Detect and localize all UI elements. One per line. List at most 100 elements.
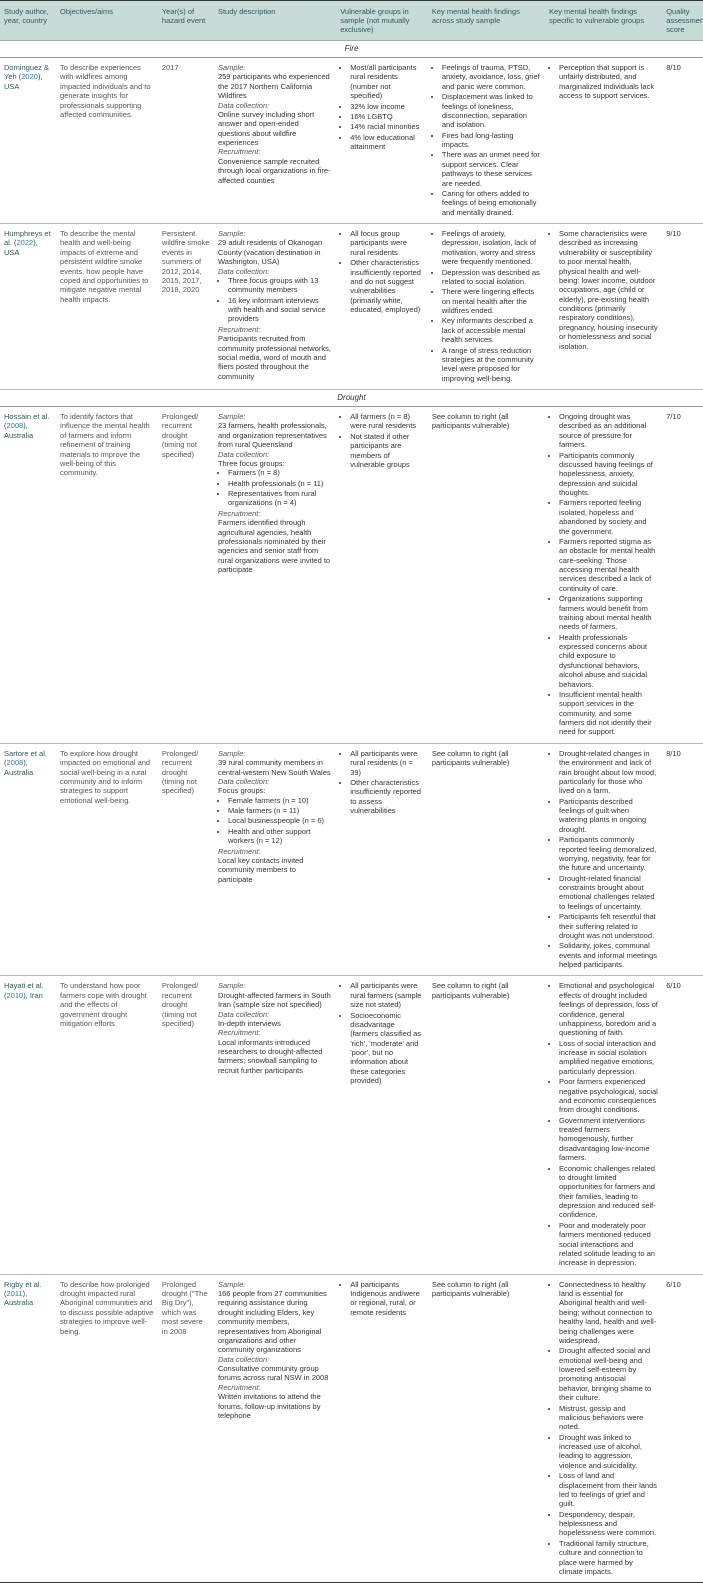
vulnerable-cell: All participants Indigenous and/were or … — [336, 1274, 428, 1583]
list-item: Other characteristics insufficiently rep… — [350, 258, 424, 314]
section-title: Drought — [0, 390, 703, 407]
list-item: 32% low income — [350, 102, 424, 111]
desc-text: 39 rural community members in central-we… — [218, 758, 332, 777]
desc-text: Participants recruited from community pr… — [218, 334, 332, 381]
list-item: Mistrust, gossip and malicious behaviors… — [559, 1404, 658, 1432]
list-item: Farmers (n = 8) — [228, 468, 332, 477]
list-item: Emotional and psychological effects of d… — [559, 981, 658, 1037]
list-item: All focus group participants were rural … — [350, 229, 424, 257]
desc-sublist: Female farmers (n = 10)Male farmers (n =… — [218, 796, 332, 846]
list-item: Drought-related financial constraints br… — [559, 874, 658, 912]
score-cell: 6/10 — [662, 976, 703, 1274]
list-item: Health and other support workers (n = 12… — [228, 827, 332, 846]
desc-label: Sample: — [218, 749, 246, 758]
year-link[interactable]: 2022 — [17, 238, 34, 247]
score-cell: 9/10 — [662, 224, 703, 390]
list-item: All participants were rural residents (n… — [350, 749, 424, 777]
table-header: Study author, year, country Objectives/a… — [0, 1, 703, 41]
findings-vuln-list: Some characteristics were described as i… — [549, 229, 658, 351]
list-item: 16% LGBTQ — [350, 112, 424, 121]
desc-text: Local informants introduced researchers … — [218, 1038, 332, 1076]
see-right-note: See column to right (all participants vu… — [432, 1280, 541, 1299]
year-link[interactable]: 2008 — [7, 758, 24, 767]
list-item: Health professionals expressed concerns … — [559, 633, 658, 689]
objectives-cell: To describe the mental health and well-b… — [56, 224, 158, 390]
list-item: Organizations supporting farmers would b… — [559, 594, 658, 632]
vulnerable-cell: All participants were rural residents (n… — [336, 743, 428, 976]
desc-label: Data collection: — [218, 1355, 269, 1364]
desc-text: Focus groups: — [218, 786, 332, 795]
desc-label: Recruitment: — [218, 147, 261, 156]
desc-text: Three focus groups: — [218, 459, 332, 468]
list-item: Representatives from rural organizations… — [228, 489, 332, 508]
desc-label: Data collection: — [218, 1010, 269, 1019]
section-header-row: Drought — [0, 390, 703, 407]
list-item: Ongoing drought was described as an addi… — [559, 412, 658, 450]
desc-label: Sample: — [218, 412, 246, 421]
list-item: 4% low educational attainment — [350, 133, 424, 152]
list-item: Most/all participants rural residents (n… — [350, 63, 424, 101]
author-cell: Sartore et al. (2008), Australia — [0, 743, 56, 976]
list-item: 16 key informant interviews with health … — [228, 296, 332, 324]
list-item: Some characteristics were described as i… — [559, 229, 658, 351]
vulnerable-list: Most/all participants rural residents (n… — [340, 63, 424, 151]
findings-vuln-cell: Connectedness to healthy land is essenti… — [545, 1274, 662, 1583]
see-right-note: See column to right (all participants vu… — [432, 981, 541, 1000]
objectives-cell: To describe how prolonged drought impact… — [56, 1274, 158, 1583]
description-cell: Sample:166 people from 27 communities re… — [214, 1274, 336, 1583]
list-item: Male farmers (n = 11) — [228, 806, 332, 815]
year-link[interactable]: 2010 — [7, 991, 24, 1000]
desc-text: 166 people from 27 communities requiring… — [218, 1289, 332, 1355]
score-cell: 8/10 — [662, 743, 703, 976]
list-item: Loss of social interaction and increase … — [559, 1039, 658, 1077]
description-cell: Sample:39 rural community members in cen… — [214, 743, 336, 976]
desc-label: Recruitment: — [218, 509, 261, 518]
year-link[interactable]: 2020 — [21, 72, 38, 81]
desc-text: Drought-affected farmers in South Iran (… — [218, 991, 332, 1010]
list-item: Poor and moderately poor farmers mention… — [559, 1221, 658, 1268]
vulnerable-cell: All focus group participants were rural … — [336, 224, 428, 390]
header-hazard: Year(s) of hazard event — [158, 1, 214, 41]
findings-all-list: Feelings of anxiety, depression, isolati… — [432, 229, 541, 383]
list-item: Economic challenges related to drought l… — [559, 1164, 658, 1220]
objectives-cell: To identify factors that influence the m… — [56, 407, 158, 744]
header-score: Quality assessment score — [662, 1, 703, 41]
description-cell: Sample:23 farmers, health professionals,… — [214, 407, 336, 744]
list-item: Participants commonly reported feeling d… — [559, 835, 658, 873]
vulnerable-cell: All farmers (n = 8) were rural residents… — [336, 407, 428, 744]
list-item: Participants felt resentful that their s… — [559, 912, 658, 940]
list-item: Farmers reported stigma as an obstacle f… — [559, 537, 658, 593]
hazard-cell: Prolonged/ recurrent drought (timing not… — [158, 976, 214, 1274]
desc-text: 23 farmers, health professionals, and or… — [218, 421, 332, 449]
objectives-cell: To understand how poor farmers cope with… — [56, 976, 158, 1274]
list-item: Feelings of trauma, PTSD, anxiety, avoid… — [442, 63, 541, 91]
year-link[interactable]: 2011 — [7, 1289, 23, 1298]
author-cell: Dominguez & Yeh (2020), USA — [0, 58, 56, 224]
findings-vuln-list: Perception that support is unfairly dist… — [549, 63, 658, 101]
see-right-note: See column to right (all participants vu… — [432, 412, 541, 431]
list-item: Drought affected social and emotional we… — [559, 1346, 658, 1402]
table-row: Humphreys et al. (2022), USATo describe … — [0, 224, 703, 390]
see-right-note: See column to right (all participants vu… — [432, 749, 541, 768]
list-item: Socioeconomic disadvantage (farmers clas… — [350, 1011, 424, 1086]
desc-label: Sample: — [218, 229, 246, 238]
list-item: Solidarity, jokes, communal events and i… — [559, 941, 658, 969]
desc-text: Online survey including short answer and… — [218, 110, 332, 148]
hazard-cell: Prolonged/ recurrent drought (timing not… — [158, 407, 214, 744]
vulnerable-cell: All participants were rural farmers (sam… — [336, 976, 428, 1274]
table-body: FireDominguez & Yeh (2020), USATo descri… — [0, 41, 703, 1583]
year-link[interactable]: 2008 — [7, 421, 24, 430]
objectives-cell: To describe experiences with wildfires a… — [56, 58, 158, 224]
findings-vuln-list: Ongoing drought was described as an addi… — [549, 412, 658, 737]
findings-all-cell: See column to right (all participants vu… — [428, 976, 545, 1274]
findings-all-list: Feelings of trauma, PTSD, anxiety, avoid… — [432, 63, 541, 217]
desc-text: In-depth interviews — [218, 1019, 332, 1028]
table-row: Hossain et al. (2008), AustraliaTo ident… — [0, 407, 703, 744]
section-title: Fire — [0, 41, 703, 58]
desc-label: Recruitment: — [218, 325, 261, 334]
table-row: Dominguez & Yeh (2020), USATo describe e… — [0, 58, 703, 224]
list-item: There was an unmet need for support serv… — [442, 150, 541, 188]
desc-label: Data collection: — [218, 777, 269, 786]
desc-text: Local key contacts invited community mem… — [218, 856, 332, 884]
list-item: Drought was linked to increased use of a… — [559, 1433, 658, 1471]
